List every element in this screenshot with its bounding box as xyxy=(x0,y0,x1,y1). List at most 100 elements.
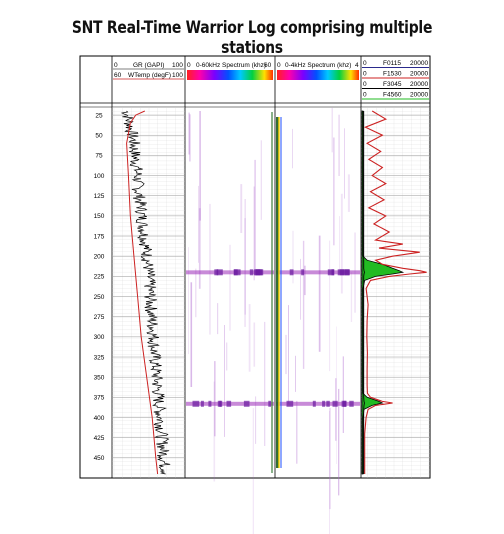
spectrum-streak xyxy=(248,304,251,372)
spectrum-streak xyxy=(318,235,321,352)
wtemp-header-max: 100 xyxy=(172,72,183,79)
spectrum-blob xyxy=(331,269,335,276)
spectrum-streak xyxy=(195,268,197,318)
spectrum-blob xyxy=(192,400,200,407)
spectrum-streak xyxy=(188,247,189,355)
spectrum-blob xyxy=(214,269,219,276)
spectrum-streak xyxy=(254,159,256,276)
f4560-fill xyxy=(361,110,405,475)
spectrum-blob xyxy=(255,269,263,276)
f1530-curve xyxy=(364,110,427,474)
depth-tick-label: 275 xyxy=(94,314,105,321)
spectrum-blob xyxy=(344,269,350,276)
spectrum-streak xyxy=(264,321,266,446)
spec60-header-label: 0-60kHz Spectrum (khz) xyxy=(196,62,266,69)
spectrum-blob xyxy=(216,269,223,276)
f0115-curve xyxy=(363,111,365,474)
spectrum-blob xyxy=(327,269,335,276)
spectrum-edge xyxy=(271,112,273,473)
depth-tick-label: 150 xyxy=(94,213,105,220)
spectrum-blob xyxy=(226,400,232,407)
station-header-min: 0 xyxy=(363,92,367,99)
spectrum-streak xyxy=(240,184,243,233)
spectrum-streak xyxy=(244,199,246,315)
spectrum-streak xyxy=(329,240,331,372)
spectrum-streak xyxy=(296,400,298,464)
page-title: SNT Real-Time Warrior Log comprising mul… xyxy=(71,18,433,58)
depth-tick-label: 425 xyxy=(94,435,105,442)
spectrum-streak xyxy=(189,114,191,162)
spectrum-streak xyxy=(338,388,340,496)
station-header-max: 20000 xyxy=(410,71,428,78)
spectrum-blob xyxy=(268,400,271,407)
spectrum-streak xyxy=(198,185,199,263)
station-header-max: 20000 xyxy=(410,81,428,88)
depth-tick-label: 350 xyxy=(94,374,105,381)
spectrum-blob xyxy=(289,269,294,276)
depth-tick-label: 50 xyxy=(95,133,103,140)
depth-axis: 25 50 75 100 125 150 175 200 225 250 275 300 325 350 3… xyxy=(94,112,105,462)
spectrum-streak xyxy=(229,244,231,331)
spectrum-streak xyxy=(350,272,353,322)
depth-tick-label: 375 xyxy=(94,395,105,402)
depth-tick-label: 75 xyxy=(95,153,103,160)
spectrum-streak xyxy=(329,407,331,510)
station-header-label: F3045 xyxy=(383,81,402,88)
spectrum-streak xyxy=(199,111,201,221)
spec60-colorbar xyxy=(187,70,273,80)
spectrum-band xyxy=(186,270,274,275)
spectrum-edge xyxy=(278,117,280,468)
depth-tick-label: 300 xyxy=(94,334,105,341)
spectrum-streak xyxy=(285,334,287,375)
depth-tick-label: 25 xyxy=(95,112,103,119)
spectrum-streak xyxy=(300,258,301,320)
spectrum-streak xyxy=(226,342,228,371)
depth-tick-label: 225 xyxy=(94,274,105,281)
gr-header-max: 100 xyxy=(172,62,183,69)
spectrum-blob xyxy=(286,400,294,407)
spectrum-streak xyxy=(198,208,201,289)
spectrum-streak xyxy=(344,128,345,199)
spec4-header-label: 0-4kHz Spectrum (khz) xyxy=(285,62,351,69)
spectrum-streak xyxy=(224,325,225,437)
depth-tick-label: 200 xyxy=(94,254,105,261)
spectrum-streak xyxy=(295,355,296,392)
station-header-min: 0 xyxy=(363,81,367,88)
spectrum-blob xyxy=(208,400,212,407)
spectrum-blob xyxy=(312,400,316,407)
spectrum-blob xyxy=(200,400,204,407)
spectrum-blob xyxy=(233,269,238,276)
spectrum-streak xyxy=(336,326,337,464)
spectrum-streak xyxy=(214,361,216,437)
spectrum-band xyxy=(276,270,360,275)
spectrum-streak xyxy=(302,240,305,369)
spectrum-streak xyxy=(217,303,219,335)
spectrum-streak xyxy=(292,128,293,169)
spec4-header-max: 4 xyxy=(355,62,359,69)
spectrum-blob xyxy=(339,269,345,276)
spectrum-blob xyxy=(341,400,347,407)
spectrum-streak xyxy=(288,305,289,404)
depth-tick-label: 100 xyxy=(94,173,105,180)
spectrum-edge xyxy=(276,117,279,468)
spectrum-streak xyxy=(331,107,333,153)
depth-tick-label: 250 xyxy=(94,294,105,301)
spectrum-streak xyxy=(253,186,255,281)
spectrum-60khz-track xyxy=(186,111,274,534)
gr-header-min: 0 xyxy=(114,62,118,69)
spectrum-streak xyxy=(252,408,254,534)
spectrum-streak xyxy=(342,356,344,433)
spectrum-4khz-track xyxy=(276,107,360,534)
spectrum-streak xyxy=(339,216,340,272)
spectrum-streak xyxy=(260,140,262,220)
spectrum-streak xyxy=(340,193,343,294)
spectrum-streak xyxy=(338,114,340,176)
spectrum-blob xyxy=(326,400,330,407)
spectrum-blob xyxy=(332,400,338,407)
spec4-header-min: 0 xyxy=(277,62,281,69)
station-header-min: 0 xyxy=(363,60,367,67)
station-header-max: 20000 xyxy=(410,60,428,67)
station-header-label: F4560 xyxy=(383,92,402,99)
spectrum-blob xyxy=(301,269,305,276)
